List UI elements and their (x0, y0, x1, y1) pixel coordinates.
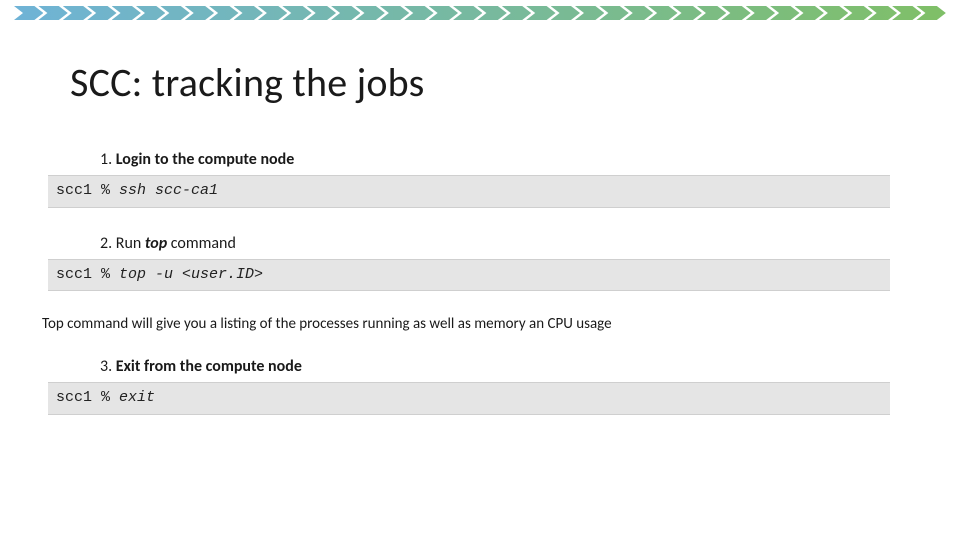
step-3-command: exit (119, 389, 155, 406)
step-1-label: 1. Login to the compute node (100, 150, 890, 169)
step-2-prefix: 2. Run (100, 234, 145, 253)
page-title: SCC: tracking the jobs (70, 58, 425, 107)
step-1-prefix: 1. (100, 150, 116, 169)
step-3-prefix: 3. (100, 357, 116, 376)
step-2-label: 2. Run top command (100, 234, 890, 253)
step-2-command: top -u <user.ID> (119, 266, 263, 283)
chevron-bar (14, 6, 946, 20)
step-2-command-box: scc1 % top -u <user.ID> (48, 259, 890, 292)
step-3-command-box: scc1 % exit (48, 382, 890, 415)
step-1-command-box: scc1 % ssh scc-ca1 (48, 175, 890, 208)
step-2-italicbold: top (145, 234, 167, 253)
chevron-icon (14, 6, 43, 20)
slide: SCC: tracking the jobs 1. Login to the c… (0, 0, 960, 540)
step-3-prompt: scc1 % (56, 389, 119, 406)
step-3-label: 3. Exit from the compute node (100, 357, 890, 376)
note-text: Top command will give you a listing of t… (42, 315, 890, 333)
step-2-prompt: scc1 % (56, 266, 119, 283)
step-1-prompt: scc1 % (56, 182, 119, 199)
step-3-bold: Exit from the compute node (116, 357, 302, 376)
step-1-bold: Login to the compute node (116, 150, 295, 169)
step-2-suffix: command (167, 234, 236, 253)
content-area: 1. Login to the compute node scc1 % ssh … (48, 150, 890, 415)
step-1-command: ssh scc-ca1 (119, 182, 218, 199)
